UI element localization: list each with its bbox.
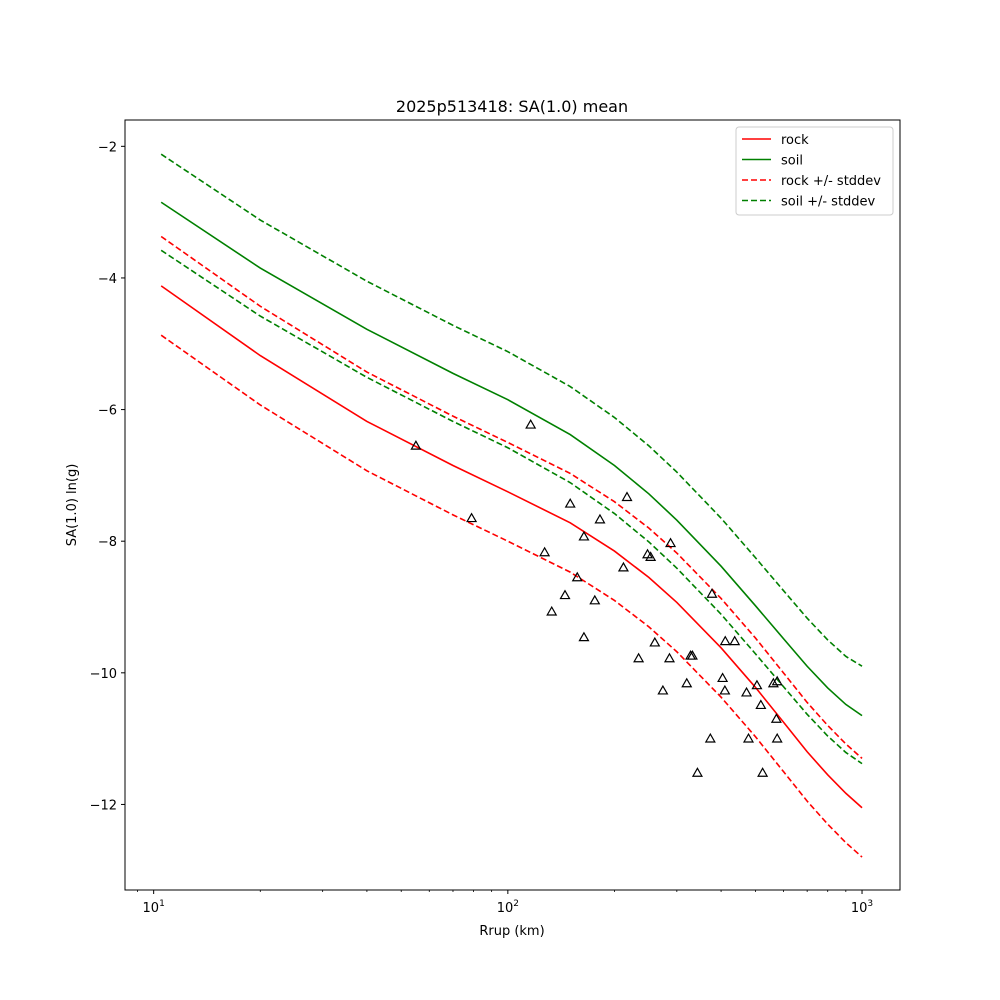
observation-point: [771, 675, 783, 686]
observation-point: [546, 605, 558, 616]
series-layer: [160, 153, 863, 858]
x-tick-label: 103: [851, 899, 873, 916]
observation-point: [770, 713, 782, 723]
observation-point: [706, 588, 718, 598]
series-line-rock-stddev-3: [160, 334, 863, 858]
observation-point: [617, 561, 629, 572]
observation-point: [767, 677, 779, 688]
plot-frame: [124, 119, 901, 891]
observation-point: [589, 594, 601, 605]
observation-point: [755, 699, 767, 710]
chart-title: 2025p513418: SA(1.0) mean: [396, 97, 628, 116]
observation-point: [757, 767, 769, 777]
observation-point: [410, 440, 422, 450]
series-line-soil-stddev-5: [160, 249, 863, 765]
y-axis: −2 −4 −6 −8 −10 −12: [90, 140, 125, 813]
observation-point: [719, 684, 731, 695]
observation-point: [771, 732, 783, 743]
series-line-soil-stddev-4: [160, 153, 863, 667]
series-line-rock-stddev-2: [160, 235, 863, 759]
observation-point: [525, 419, 537, 429]
observation-point: [594, 513, 606, 524]
observation-point: [657, 684, 669, 695]
legend-label: rock: [781, 133, 809, 148]
legend-box: [735, 126, 894, 216]
observation-point: [665, 537, 677, 548]
observation-point: [539, 546, 551, 557]
observation-point: [633, 652, 645, 663]
observation-point: [704, 732, 716, 743]
x-tick-label: 101: [143, 899, 165, 916]
y-axis-label: SA(1.0) ln(g): [65, 464, 80, 547]
observation-point: [751, 679, 763, 690]
observation-point: [571, 571, 583, 582]
y-tick-label: −12: [90, 798, 117, 813]
legend-label: soil +/- stddev: [781, 195, 876, 210]
legend-label: rock +/- stddev: [781, 174, 881, 189]
x-axis: 101 102 103: [137, 890, 873, 916]
plot-area: [124, 119, 901, 891]
observation-point: [742, 732, 755, 743]
series-line-rock-0: [160, 285, 863, 809]
x-tick-label: 102: [497, 899, 519, 916]
observation-point: [741, 686, 753, 697]
observation-point: [649, 636, 661, 647]
observation-point: [686, 650, 698, 660]
observation-point: [466, 512, 478, 523]
observation-point: [717, 672, 729, 683]
observations-layer: [410, 419, 783, 777]
y-tick-label: −4: [98, 272, 117, 287]
observation-point: [691, 767, 703, 777]
observation-point: [719, 635, 731, 646]
observation-point: [621, 491, 633, 502]
legend: rock soil rock +/- stddev soil +/- stddev: [735, 126, 894, 216]
observation-point: [578, 631, 590, 642]
y-tick-label: −2: [98, 140, 117, 155]
y-tick-label: −10: [90, 667, 117, 682]
observation-point: [645, 551, 657, 561]
observation-point: [681, 677, 693, 688]
y-tick-label: −8: [98, 535, 117, 550]
series-line-soil-1: [160, 201, 863, 717]
observation-point: [559, 589, 571, 600]
x-axis-label: Rrup (km): [479, 924, 544, 939]
legend-label: soil: [781, 154, 803, 169]
observation-point: [663, 652, 676, 663]
observation-point: [729, 635, 741, 646]
observation-point: [578, 530, 590, 541]
observation-point: [564, 497, 576, 508]
y-tick-label: −6: [98, 404, 117, 419]
